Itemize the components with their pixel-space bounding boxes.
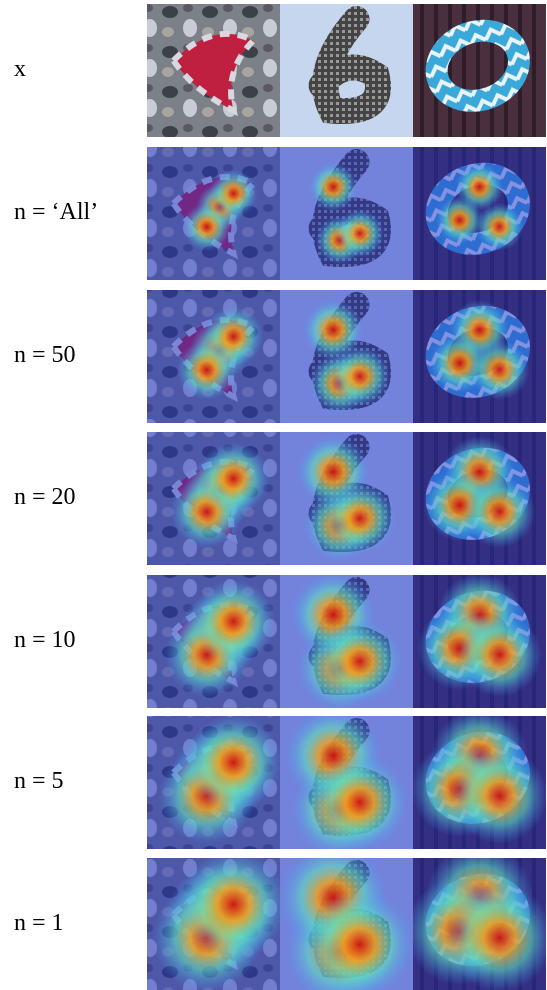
image-panel [147,4,280,137]
image-panel [280,147,413,280]
image-panel [280,716,413,849]
heat-spot [329,346,390,407]
heat-spot [469,339,530,400]
heat-spot [457,612,542,697]
image-panel [280,290,413,423]
row-label: n = 5 [14,768,64,794]
image-panel [147,575,280,708]
heat-spot [203,306,264,367]
image-panel [147,716,280,849]
image-panel [147,858,280,990]
image-panel [413,147,546,280]
heat-spot [197,442,270,515]
row-label: x [14,56,26,82]
image-panel [147,147,280,280]
heat-spot [185,716,280,811]
ring [425,19,530,112]
image-panel [413,290,546,423]
heat-spot [209,169,258,218]
row-label: n = 50 [14,342,76,368]
heat-spot [179,858,280,959]
heat-spot [317,619,402,704]
image-panel [413,432,546,565]
image-panel [413,575,546,708]
image-panel [280,432,413,565]
heat-spot [311,754,408,849]
digit-six [308,6,391,125]
image-panel [280,575,413,708]
row-label: n = 1 [14,910,64,936]
red-object [169,30,259,117]
image-panel [147,432,280,565]
row-label: n = ‘All’ [14,199,98,225]
heat-spot [323,482,396,555]
heat-spot [303,299,364,360]
image-panel [413,716,546,849]
image-panel [280,4,413,137]
heat-spot [475,202,524,251]
heat-spot [435,196,484,245]
image-panel [413,858,546,990]
heat-spot [309,162,358,211]
heat-spot [445,883,546,990]
heat-spot [182,202,231,251]
row-label: n = 20 [14,484,76,510]
heat-spot [191,579,276,664]
image-panel [147,290,280,423]
heat-spot [335,209,384,258]
image-panel [280,858,413,990]
row-label: n = 10 [14,627,76,653]
image-panel [413,4,546,137]
heat-spot [451,747,546,844]
heat-spot [305,890,413,990]
heat-spot [463,475,536,548]
